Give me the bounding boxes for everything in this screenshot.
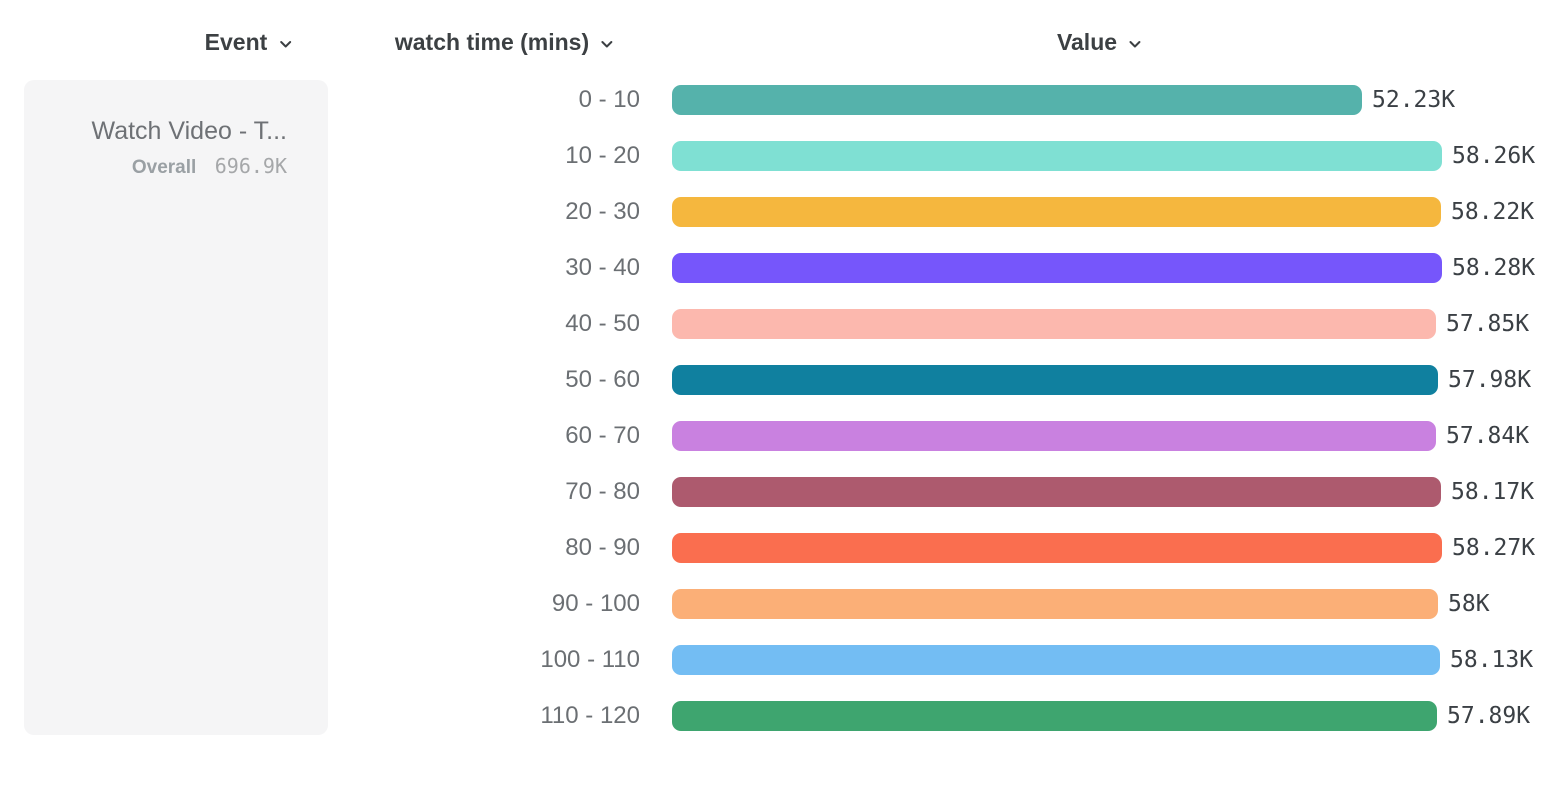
chart-row: 90 - 100 58K (0, 576, 1568, 632)
bar-chart: 0 - 10 52.23K 10 - 20 58.26K 20 - 30 58.22K 30… (0, 72, 1568, 744)
value-bar[interactable] (672, 85, 1362, 115)
chart-row: 40 - 50 57.85K (0, 296, 1568, 352)
category-label: 0 - 10 (578, 86, 640, 113)
category-label: 40 - 50 (565, 310, 640, 337)
chevron-down-icon (1127, 36, 1143, 52)
value-label: 57.85K (1446, 311, 1530, 337)
chart-row: 70 - 80 58.17K (0, 464, 1568, 520)
category-label: 80 - 90 (565, 534, 640, 561)
category-label: 60 - 70 (565, 422, 640, 449)
chart-row: 20 - 30 58.22K (0, 184, 1568, 240)
category-label: 10 - 20 (565, 142, 640, 169)
category-label: 110 - 120 (540, 702, 640, 729)
value-bar[interactable] (672, 645, 1440, 675)
chart-row: 10 - 20 58.26K (0, 128, 1568, 184)
chart-row: 60 - 70 57.84K (0, 408, 1568, 464)
value-label: 57.89K (1447, 703, 1531, 729)
value-bar[interactable] (672, 533, 1442, 563)
value-column-label: Value (1056, 29, 1118, 55)
value-label: 58K (1448, 591, 1490, 617)
chart-row: 100 - 110 58.13K (0, 632, 1568, 688)
value-label: 58.28K (1452, 255, 1536, 281)
value-label: 57.84K (1446, 423, 1530, 449)
overall-label: Overall (131, 157, 197, 178)
value-bar[interactable] (672, 365, 1438, 395)
value-label: 58.13K (1450, 647, 1534, 673)
event-card[interactable]: Watch Video - T... Overall 696.9K (24, 80, 328, 735)
value-label: 57.98K (1448, 367, 1532, 393)
chart-row: 50 - 60 57.98K (0, 352, 1568, 408)
value-label: 58.27K (1452, 535, 1536, 561)
event-column-header[interactable]: Event (205, 29, 294, 56)
chart-row: 30 - 40 58.28K (0, 240, 1568, 296)
chart-row: 110 - 120 57.89K (0, 688, 1568, 744)
category-label: 100 - 110 (540, 646, 640, 673)
category-label: 70 - 80 (565, 478, 640, 505)
category-label: 90 - 100 (551, 590, 640, 617)
value-bar[interactable] (672, 309, 1436, 339)
value-bar[interactable] (672, 421, 1436, 451)
value-label: 58.22K (1451, 199, 1535, 225)
event-column-label: Event (204, 29, 268, 55)
event-title: Watch Video - T... (91, 117, 287, 145)
category-label: 30 - 40 (565, 254, 640, 281)
value-bar[interactable] (672, 141, 1442, 171)
value-bar[interactable] (672, 253, 1442, 283)
chevron-down-icon (599, 36, 615, 52)
dimension-column-label: watch time (mins) (394, 29, 590, 55)
value-bar[interactable] (672, 477, 1441, 507)
overall-value: 696.9K (214, 154, 287, 178)
value-column-header[interactable]: Value (1057, 29, 1143, 56)
value-label: 52.23K (1372, 87, 1456, 113)
chevron-down-icon (277, 36, 293, 52)
value-bar[interactable] (672, 701, 1437, 731)
value-bar[interactable] (672, 197, 1441, 227)
dimension-column-header[interactable]: watch time (mins) (395, 29, 615, 56)
value-label: 58.17K (1451, 479, 1535, 505)
event-overall-row: Overall 696.9K (44, 154, 287, 179)
chart-row: 80 - 90 58.27K (0, 520, 1568, 576)
chart-row: 0 - 10 52.23K (0, 72, 1568, 128)
category-label: 50 - 60 (565, 366, 640, 393)
value-bar[interactable] (672, 589, 1438, 619)
value-label: 58.26K (1452, 143, 1536, 169)
category-label: 20 - 30 (565, 198, 640, 225)
